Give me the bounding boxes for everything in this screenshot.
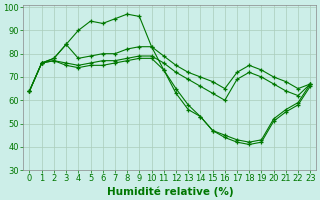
X-axis label: Humidité relative (%): Humidité relative (%) [107,186,233,197]
